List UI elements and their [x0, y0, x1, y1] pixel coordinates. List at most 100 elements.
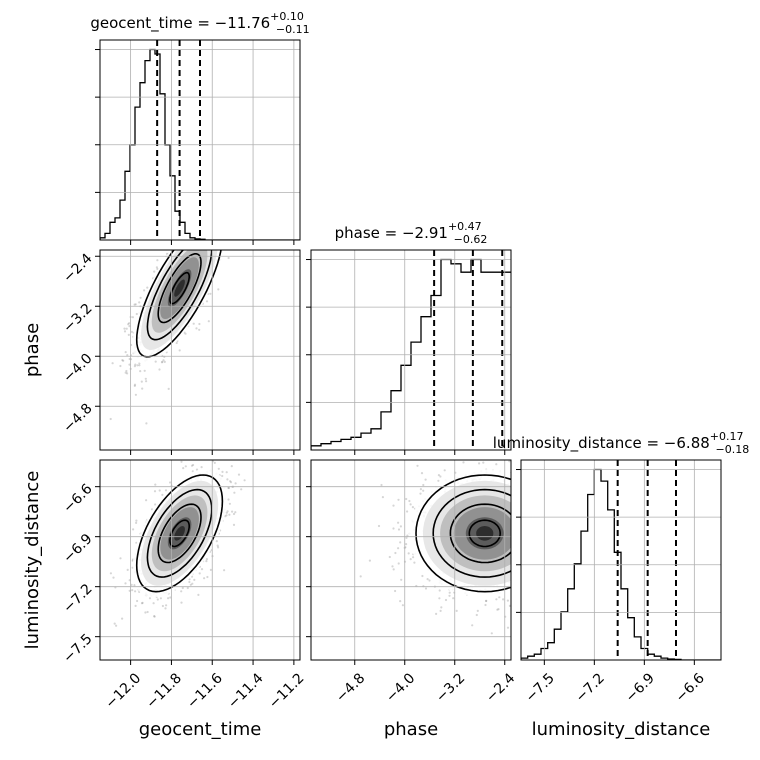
- sample-point: [217, 235, 219, 237]
- sample-point: [513, 520, 515, 522]
- sample-point: [512, 525, 514, 527]
- sample-point: [192, 322, 195, 325]
- sample-point: [128, 322, 131, 325]
- sample-point: [207, 244, 209, 246]
- tick-label-y-luminosity_distance: −7.2: [60, 581, 95, 616]
- sample-point: [537, 530, 539, 532]
- sample-point: [144, 377, 147, 380]
- sample-point: [517, 518, 519, 520]
- sample-point: [195, 468, 199, 471]
- sample-point: [164, 489, 168, 492]
- sample-point: [452, 597, 455, 600]
- sample-point: [537, 511, 539, 513]
- sample-point: [197, 243, 199, 245]
- sample-point: [190, 464, 194, 467]
- sample-point: [534, 539, 536, 541]
- contour-line-3: [169, 519, 190, 548]
- density-panel-geocent_time-luminosity_distance: [109, 421, 258, 627]
- sample-point: [377, 524, 381, 528]
- tick-label-y-phase: −3.2: [60, 301, 95, 336]
- sample-point: [535, 532, 537, 534]
- sample-point: [204, 227, 206, 229]
- contour-line-2: [449, 503, 511, 564]
- sample-point: [131, 589, 134, 592]
- sample-point: [516, 569, 518, 571]
- sample-point: [207, 218, 209, 220]
- contour-line-1: [146, 488, 213, 578]
- sample-point: [514, 485, 516, 487]
- sample-point: [540, 555, 542, 557]
- sample-point: [205, 558, 208, 561]
- sample-point: [506, 599, 509, 602]
- text-layer: −12.0 −11.8 −11.6 −11.4 −11.2 −4.8 −4.0 −3.2 −2.…: [22, 10, 749, 740]
- sample-point: [217, 546, 220, 549]
- sample-point: [213, 232, 215, 234]
- density-level-5: [476, 526, 494, 541]
- sample-point: [513, 543, 515, 545]
- sample-point: [462, 452, 464, 454]
- sample-point: [138, 364, 141, 367]
- sample-point: [123, 330, 127, 333]
- sample-point: [557, 555, 559, 557]
- sample-point: [194, 246, 196, 248]
- sample-point: [183, 246, 185, 248]
- sample-point: [424, 587, 428, 590]
- sample-point: [203, 577, 206, 580]
- sample-point: [227, 486, 230, 489]
- sample-point: [517, 537, 519, 539]
- sample-point: [225, 511, 228, 514]
- sample-point: [408, 499, 411, 503]
- sample-point: [228, 502, 231, 505]
- sample-point: [527, 519, 529, 521]
- sample-point: [203, 233, 205, 235]
- sample-point: [513, 487, 515, 489]
- title-plus: +0.17: [710, 430, 744, 443]
- sample-point: [530, 502, 532, 504]
- sample-point: [519, 585, 521, 587]
- sample-point: [167, 597, 170, 600]
- sample-point: [123, 327, 126, 330]
- title-main: geocent_time = −11.76: [90, 14, 270, 33]
- sample-point: [574, 525, 576, 527]
- sample-point: [133, 584, 136, 587]
- sample-point: [412, 556, 415, 559]
- sample-point: [256, 421, 258, 423]
- sample-point: [533, 512, 535, 514]
- sample-point: [419, 488, 422, 491]
- sample-point: [534, 551, 536, 553]
- sample-point: [193, 578, 196, 582]
- sample-point: [205, 245, 207, 247]
- sample-point: [220, 233, 222, 235]
- sample-point: [528, 518, 530, 520]
- sample-point: [247, 195, 249, 197]
- sample-point: [163, 360, 166, 363]
- sample-point: [516, 536, 518, 538]
- sample-point: [209, 219, 211, 221]
- sample-point: [535, 554, 537, 556]
- sample-point: [522, 493, 524, 495]
- sample-point: [511, 477, 513, 479]
- sample-point: [535, 492, 537, 494]
- sample-point: [136, 364, 139, 367]
- sample-point: [128, 325, 131, 328]
- sample-point: [210, 200, 212, 202]
- sample-point: [518, 494, 520, 496]
- sample-point: [208, 247, 210, 249]
- sample-point: [539, 544, 541, 546]
- sample-point: [214, 228, 216, 230]
- sample-point: [526, 513, 528, 515]
- sample-point: [228, 513, 231, 516]
- sample-point: [223, 221, 225, 223]
- sample-point: [525, 511, 527, 513]
- sample-point: [192, 463, 195, 467]
- sample-point: [202, 236, 204, 238]
- sample-point: [113, 622, 116, 625]
- sample-point: [542, 550, 544, 552]
- sample-point: [119, 557, 122, 560]
- sample-point: [204, 243, 206, 245]
- sample-point: [153, 615, 156, 618]
- sample-point: [555, 548, 557, 550]
- sample-point: [407, 552, 410, 555]
- sample-point: [550, 540, 552, 542]
- sample-point: [537, 482, 539, 484]
